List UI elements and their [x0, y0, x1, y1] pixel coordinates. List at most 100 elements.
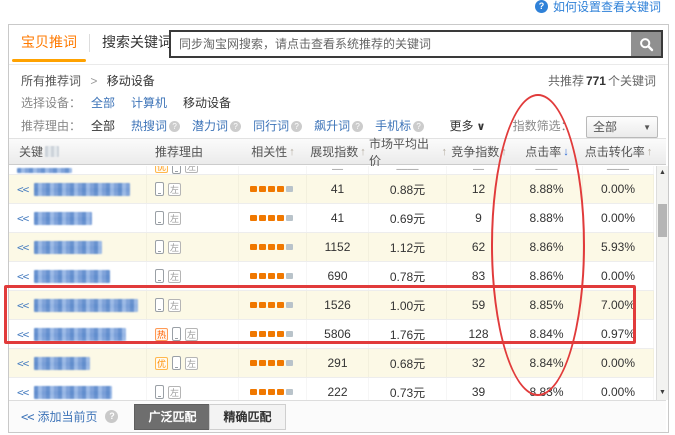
table-row[interactable]: << 左 41 0.88元 12 8.88% 0.00% [9, 175, 654, 204]
add-keyword-arrows[interactable]: << [17, 298, 29, 312]
active-tab-underline [12, 59, 86, 62]
value-cell: –– [447, 166, 511, 174]
column-header-4[interactable]: 市场平均出价 ↑ [369, 137, 447, 168]
table-row[interactable]: << 左 222 0.73元 39 8.83% 0.00% [9, 378, 654, 400]
impressions-cell: 222 [307, 378, 369, 400]
reason-option-0[interactable]: 热搜词 [131, 119, 168, 133]
avg-bid-cell: 1.12元 [369, 233, 447, 261]
column-header-2[interactable]: 相关性 ↑ [239, 139, 307, 164]
vertical-scrollbar[interactable]: ▲ ▼ [656, 166, 668, 400]
column-header-7[interactable]: 点击转化率 ↑ [583, 139, 654, 164]
relevance-segment [277, 186, 284, 192]
reason-option-all[interactable]: 全部 [91, 119, 116, 133]
keyword-recommend-panel: 宝贝推词 搜索关键词 所有推荐词 > 移动设备 [8, 24, 669, 433]
device-option-0[interactable]: 全部 [91, 96, 116, 110]
table-row[interactable]: << 热左 5806 1.76元 128 8.84% 0.97% [9, 320, 654, 349]
column-header-6[interactable]: 点击率 ↓ [511, 139, 583, 164]
table-row[interactable]: << 优左 291 0.68元 32 8.84% 0.00% [9, 349, 654, 378]
mobile-phone-icon [172, 356, 181, 370]
column-header-5[interactable]: 竞争指数 ↑ [447, 139, 511, 164]
avg-bid-cell: 0.73元 [369, 378, 447, 400]
mosaic-keyword [34, 269, 111, 283]
breadcrumb-row: 所有推荐词 > 移动设备 共推荐 771 个关键词 [9, 70, 668, 92]
tab-item-search-keywords[interactable]: 搜索关键词 [90, 25, 184, 59]
table-row[interactable]: << 左 1152 1.12元 62 8.86% 5.93% [9, 233, 654, 262]
relevance-segment [250, 389, 257, 395]
index-filter-select[interactable]: 全部 ▼ [586, 115, 658, 138]
table-row[interactable]: << 左 41 0.69元 9 8.88% 0.00% [9, 204, 654, 233]
add-keyword-arrows[interactable]: << [17, 385, 29, 399]
exact-match-button[interactable]: 精确匹配 [209, 403, 286, 430]
breadcrumb-separator: > [90, 74, 98, 88]
keyword-cell: << [9, 378, 147, 400]
relevance-segment [268, 215, 275, 221]
impressions-cell: 41 [307, 175, 369, 203]
scroll-up-arrow-icon[interactable]: ▲ [659, 169, 666, 176]
add-keyword-arrows[interactable]: << [17, 211, 29, 225]
search-input[interactable] [171, 32, 631, 56]
ctr-cell: 8.83% [511, 378, 583, 400]
relevance-cell [239, 175, 307, 203]
footer-help-icon[interactable]: ? [105, 410, 119, 423]
reason-option-2[interactable]: 同行词 [253, 119, 290, 133]
relevance-segment [268, 244, 275, 250]
reason-cell: 左 [147, 175, 239, 203]
add-keyword-arrows[interactable]: << [17, 356, 29, 370]
mobile-phone-icon [172, 327, 181, 341]
reason-cell: 热左 [147, 320, 239, 348]
left-badge: 左 [185, 327, 198, 341]
mobile-phone-icon [155, 269, 164, 283]
breadcrumb-root[interactable]: 所有推荐词 [21, 74, 82, 88]
left-badge: 左 [168, 240, 181, 254]
add-keyword-arrows[interactable]: << [17, 182, 29, 196]
relevance-segment [277, 389, 284, 395]
tab-item-promote-words[interactable]: 宝贝推词 [9, 25, 89, 62]
add-keyword-arrows[interactable]: << [17, 327, 29, 341]
value-cell: –– [307, 166, 369, 174]
double-arrow-icon: << [21, 410, 34, 424]
ctr-cell: 8.84% [511, 320, 583, 348]
relevance-segment [268, 360, 275, 366]
mosaic-keyword [34, 327, 127, 341]
add-keyword-arrows[interactable]: << [17, 240, 29, 254]
add-current-page-link[interactable]: << 添加当前页 [21, 408, 97, 425]
cvr-cell: 0.00% [583, 349, 654, 377]
reason-option-4[interactable]: 手机标 [375, 119, 412, 133]
relevance-segment [250, 360, 257, 366]
device-option-1[interactable]: 计算机 [131, 96, 168, 110]
mosaic-keyword [34, 240, 103, 254]
relevance-bars [250, 331, 295, 337]
add-keyword-arrows[interactable]: << [17, 269, 29, 283]
reason-cell: 优左 [147, 349, 239, 377]
sort-asc-icon: ↑ [289, 145, 295, 158]
help-question-icon: ? [534, 0, 548, 13]
avg-bid-cell: 0.68元 [369, 349, 447, 377]
breadcrumb-current: 移动设备 [106, 74, 155, 88]
broad-match-button[interactable]: 广泛匹配 [134, 403, 211, 430]
mosaic-keyword [34, 385, 113, 399]
hot-badge: 热 [155, 327, 168, 341]
mosaic-redaction [45, 146, 60, 157]
reason-option-1[interactable]: 潜力词 [192, 119, 229, 133]
reason-option-3[interactable]: 飙升词 [314, 119, 351, 133]
table-row[interactable]: << 左 690 0.78元 83 8.86% 0.00% [9, 262, 654, 291]
device-option-2[interactable]: 移动设备 [183, 96, 232, 110]
scrollbar-thumb[interactable] [658, 204, 667, 237]
help-link[interactable]: ? 如何设置查看关键词 [534, 0, 661, 15]
relevance-cell [239, 291, 307, 319]
more-filters-dropdown[interactable]: 更多 ∨ [449, 119, 485, 133]
caret-down-icon: ▼ [643, 122, 651, 132]
scroll-down-arrow-icon[interactable]: ▼ [659, 389, 666, 396]
impressions-cell: 5806 [307, 320, 369, 348]
reason-cell: 左 [147, 262, 239, 290]
keyword-cell: << [9, 262, 147, 290]
add-current-page-label: 添加当前页 [37, 410, 98, 424]
impressions-cell: 291 [307, 349, 369, 377]
keyword-cell: << [9, 320, 147, 348]
table-row[interactable]: << 左 1526 1.00元 59 8.85% 7.00% [9, 291, 654, 320]
search-button[interactable] [631, 32, 661, 56]
sort-asc-icon: ↑ [646, 145, 653, 158]
count-suffix: 个关键词 [607, 74, 656, 88]
column-header-3[interactable]: 展现指数 ↑ [307, 139, 369, 164]
